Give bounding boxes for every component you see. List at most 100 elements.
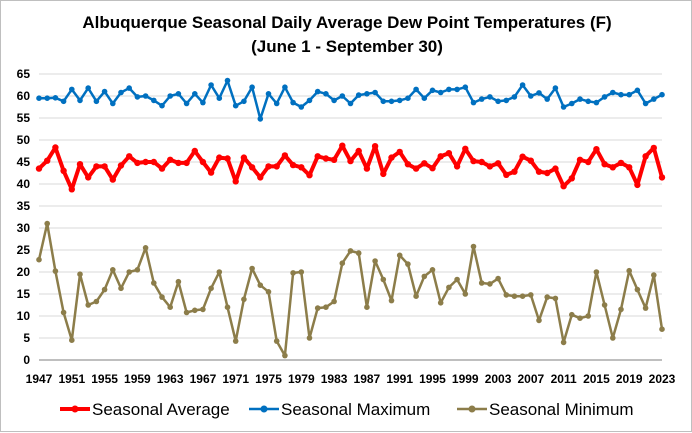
data-point-seasonal-maximum	[569, 100, 575, 107]
data-point-seasonal-maximum	[421, 95, 428, 101]
data-point-seasonal-minimum	[216, 269, 223, 275]
data-point-seasonal-minimum	[85, 302, 91, 308]
y-tick-label: 10	[17, 309, 31, 323]
data-point-seasonal-minimum	[659, 326, 665, 333]
y-tick-label: 5	[23, 331, 30, 345]
data-point-seasonal-maximum	[347, 100, 354, 107]
data-point-seasonal-minimum	[437, 300, 444, 306]
data-point-seasonal-average	[634, 181, 641, 189]
data-point-seasonal-minimum	[495, 275, 501, 282]
data-point-seasonal-minimum	[126, 269, 132, 275]
data-point-seasonal-average	[150, 158, 157, 166]
data-point-seasonal-maximum	[470, 99, 477, 106]
data-point-seasonal-maximum	[618, 91, 624, 98]
data-point-seasonal-average	[134, 159, 141, 167]
data-point-seasonal-minimum	[429, 267, 436, 273]
data-point-seasonal-average	[330, 156, 338, 163]
data-point-seasonal-average	[535, 168, 543, 175]
data-point-seasonal-maximum	[364, 91, 370, 97]
data-point-seasonal-minimum	[569, 311, 575, 318]
data-point-seasonal-minimum	[528, 292, 534, 298]
data-point-seasonal-average	[273, 163, 280, 170]
data-point-seasonal-maximum	[511, 94, 518, 100]
data-point-seasonal-minimum	[290, 270, 296, 276]
data-point-seasonal-minimum	[380, 276, 387, 283]
data-point-seasonal-minimum	[413, 293, 419, 300]
data-point-seasonal-minimum	[298, 269, 305, 275]
y-tick-label: 20	[17, 265, 31, 279]
data-point-seasonal-average	[322, 155, 330, 162]
data-point-seasonal-minimum	[77, 271, 83, 278]
data-point-seasonal-maximum	[216, 95, 223, 101]
data-point-seasonal-minimum	[470, 243, 477, 250]
data-point-seasonal-maximum	[429, 87, 436, 94]
data-point-seasonal-average	[289, 161, 297, 169]
data-point-seasonal-average	[593, 146, 600, 153]
data-point-seasonal-average	[281, 152, 289, 159]
data-point-seasonal-minimum	[462, 291, 469, 297]
data-point-seasonal-maximum	[405, 95, 411, 101]
legend-marker	[71, 405, 79, 413]
data-point-seasonal-minimum	[405, 261, 411, 267]
data-point-seasonal-average	[142, 158, 149, 166]
data-point-seasonal-maximum	[560, 104, 567, 110]
data-point-seasonal-minimum	[60, 309, 67, 316]
y-tick-label: 65	[17, 67, 31, 81]
x-tick-label: 1971	[222, 372, 249, 386]
data-point-seasonal-average	[421, 160, 428, 167]
legend-label: Seasonal Minimum	[489, 400, 634, 419]
data-point-seasonal-maximum	[200, 99, 206, 106]
data-point-seasonal-average	[568, 175, 575, 182]
data-point-seasonal-minimum	[642, 305, 649, 311]
data-point-seasonal-minimum	[93, 298, 100, 305]
data-point-seasonal-maximum	[552, 85, 559, 91]
data-point-seasonal-average	[380, 170, 387, 178]
data-point-seasonal-maximum	[388, 98, 395, 105]
series-seasonal-maximum	[36, 77, 665, 122]
data-point-seasonal-maximum	[93, 98, 100, 105]
data-point-seasonal-average	[560, 183, 567, 190]
data-point-seasonal-maximum	[626, 91, 632, 98]
data-point-seasonal-maximum	[159, 102, 165, 109]
data-point-seasonal-average	[257, 174, 264, 181]
data-point-seasonal-maximum	[651, 96, 657, 102]
data-point-seasonal-maximum	[314, 88, 321, 95]
data-point-seasonal-average	[511, 168, 518, 175]
chart-title: Albuquerque Seasonal Daily Average Dew P…	[82, 13, 611, 32]
data-point-seasonal-average	[224, 155, 231, 162]
data-point-seasonal-minimum	[454, 276, 460, 283]
data-point-seasonal-maximum	[208, 82, 214, 88]
data-point-seasonal-minimum	[314, 305, 321, 311]
data-point-seasonal-maximum	[224, 77, 231, 84]
data-point-seasonal-average	[453, 163, 461, 170]
data-point-seasonal-minimum	[544, 294, 550, 300]
data-point-seasonal-maximum	[232, 102, 239, 109]
data-point-seasonal-average	[462, 145, 469, 152]
x-tick-label: 1959	[124, 372, 151, 386]
x-tick-label: 2015	[583, 372, 610, 386]
series-line-seasonal-minimum	[37, 222, 664, 357]
data-point-seasonal-maximum	[355, 92, 362, 98]
data-point-seasonal-maximum	[167, 93, 173, 99]
legend-item-seasonal-average: Seasonal Average	[60, 400, 230, 419]
data-point-seasonal-average	[216, 154, 223, 161]
data-point-seasonal-maximum	[265, 91, 272, 97]
data-point-seasonal-average	[298, 164, 305, 171]
data-point-seasonal-maximum	[642, 100, 649, 107]
data-point-seasonal-maximum	[413, 86, 419, 93]
data-point-seasonal-maximum	[380, 98, 387, 105]
data-point-seasonal-average	[486, 163, 494, 170]
data-point-seasonal-average	[68, 186, 76, 193]
data-point-seasonal-minimum	[552, 295, 559, 302]
data-point-seasonal-average	[44, 157, 51, 164]
data-point-seasonal-average	[527, 157, 534, 164]
data-point-seasonal-maximum	[659, 91, 665, 98]
data-point-seasonal-minimum	[478, 280, 485, 286]
data-point-seasonal-minimum	[159, 294, 165, 300]
data-point-seasonal-minimum	[364, 304, 370, 311]
data-point-seasonal-maximum	[593, 99, 600, 106]
data-point-seasonal-minimum	[282, 352, 288, 359]
x-axis-tick-labels: 1947 1951 1955 1959 1963 1967 1971 1975 1979 1983…	[26, 372, 676, 386]
